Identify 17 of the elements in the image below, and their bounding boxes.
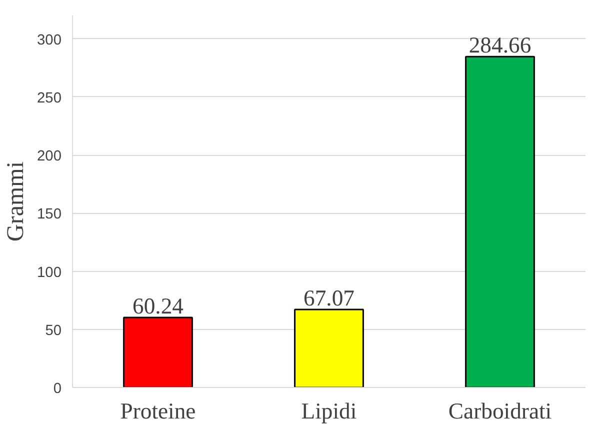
y-tick-label: 150: [37, 206, 62, 223]
y-tick-label: 300: [37, 32, 62, 48]
data-label: 60.24: [132, 293, 184, 318]
y-tick-label: 100: [37, 264, 62, 281]
data-label: 284.66: [468, 32, 532, 58]
data-label: 67.07: [304, 286, 354, 311]
x-tick-label: Proteine: [120, 398, 196, 424]
y-tick-label: 50: [45, 322, 62, 339]
x-tick-label: Lipidi: [301, 398, 357, 424]
bar: [294, 308, 364, 388]
bar: [123, 316, 193, 388]
y-axis-title: Grammi: [3, 161, 30, 242]
y-tick-label: 0: [53, 381, 62, 397]
x-tick-label: Carboidrati: [448, 398, 552, 424]
bar: [465, 56, 535, 388]
y-tick-label: 200: [37, 148, 62, 164]
y-tick-label: 250: [37, 90, 62, 106]
